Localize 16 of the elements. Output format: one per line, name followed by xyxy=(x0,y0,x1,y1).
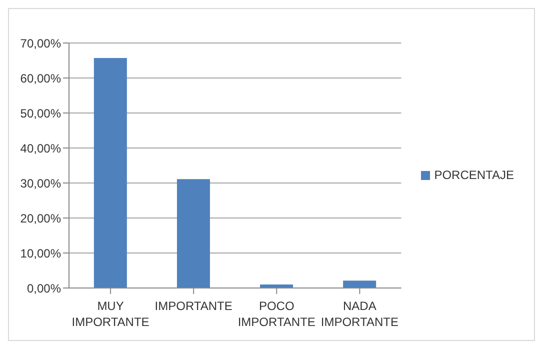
y-tick-label: 20,00% xyxy=(20,211,62,226)
y-tick-label: 40,00% xyxy=(20,141,62,156)
x-tick-label: IMPORTANTE xyxy=(154,299,232,313)
bar xyxy=(343,280,376,288)
y-tick-label: 70,00% xyxy=(20,36,62,50)
legend-label: PORCENTAJE xyxy=(434,168,514,182)
bar xyxy=(176,179,210,288)
x-tick-label: MUY IMPORTANTE xyxy=(72,299,150,329)
y-tick-label: 0,00% xyxy=(26,281,62,296)
y-tick-label: 50,00% xyxy=(20,106,62,120)
x-tick-label: POCO IMPORTANTE xyxy=(238,299,316,329)
y-tick-label: 30,00% xyxy=(20,176,62,190)
y-tick-label: 10,00% xyxy=(20,246,62,260)
bar xyxy=(94,58,127,288)
x-tick-label: NADA IMPORTANTE xyxy=(320,299,398,329)
y-tick-label: 60,00% xyxy=(20,71,62,86)
